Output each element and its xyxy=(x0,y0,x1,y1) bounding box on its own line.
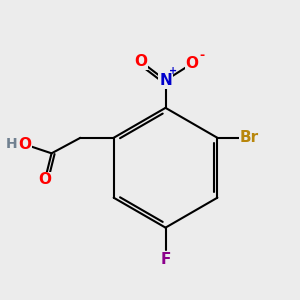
Text: H: H xyxy=(6,137,17,152)
Text: -: - xyxy=(199,49,205,62)
Text: O: O xyxy=(135,54,148,69)
Text: O: O xyxy=(38,172,51,188)
Text: O: O xyxy=(18,137,32,152)
Text: Br: Br xyxy=(240,130,259,145)
Text: N: N xyxy=(159,73,172,88)
Text: O: O xyxy=(186,56,199,71)
Text: +: + xyxy=(169,66,177,76)
Text: F: F xyxy=(160,252,171,267)
